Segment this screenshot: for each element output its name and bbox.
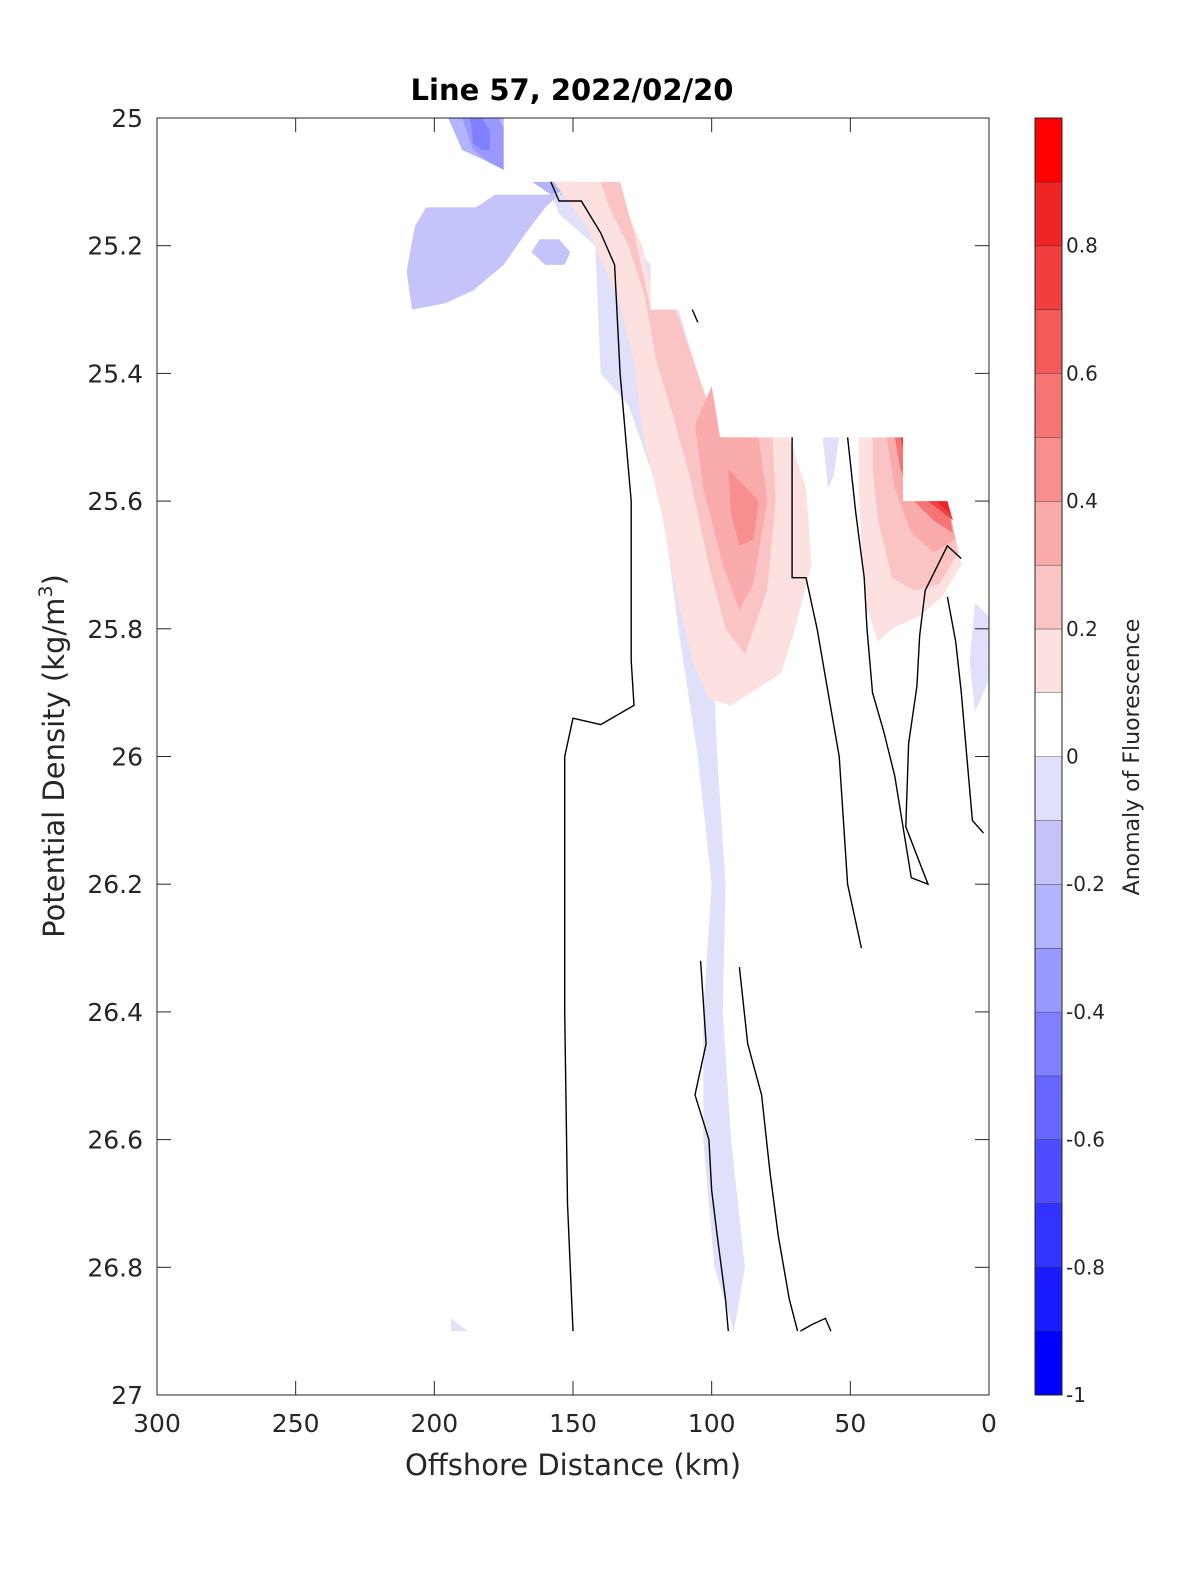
colorbar-swatch xyxy=(1035,884,1062,949)
colorbar-tick-label: -0.4 xyxy=(1066,1000,1105,1024)
colorbar-swatch xyxy=(1035,564,1062,629)
y-axis-label-main: Potential Density (kg/m xyxy=(37,598,71,938)
contour-fill-negative-3 xyxy=(420,118,532,176)
contour-fills xyxy=(157,118,989,1332)
zero-contour-3 xyxy=(946,596,985,834)
y-tick-label: 26.4 xyxy=(87,998,143,1027)
colorbar-tick-label: -0.2 xyxy=(1066,872,1105,896)
colorbar-swatch xyxy=(1035,1075,1062,1140)
colorbar-tick-label: -0.8 xyxy=(1066,1255,1105,1279)
colorbar-ticks: -1 -0.8 -0.6 -0.4 -0.2 0 0.2 0.4 0.6 0.8 xyxy=(1066,234,1105,1407)
colorbar-tick-label: 0.4 xyxy=(1066,489,1098,513)
x-tick-label: 0 xyxy=(981,1409,997,1438)
colorbar-swatch xyxy=(1035,373,1062,438)
y-tick-label: 26 xyxy=(111,743,143,772)
zero-contour-6 xyxy=(800,1317,832,1332)
y-tick-label: 26.2 xyxy=(87,870,143,899)
contour-fill-negative-spot-0 xyxy=(531,239,571,265)
colorbar-swatch xyxy=(1035,820,1062,885)
x-tick-label: 200 xyxy=(410,1409,458,1438)
colorbar-swatch xyxy=(1035,948,1062,1012)
colorbar-swatch xyxy=(1035,756,1062,821)
contour-fill-negative-spot-2 xyxy=(969,603,989,712)
colorbar-tick-label: 0.6 xyxy=(1066,361,1098,385)
no-data-mask xyxy=(157,118,989,502)
zero-contour-7 xyxy=(691,309,699,323)
x-tick-label: 250 xyxy=(272,1409,320,1438)
colorbar-swatch xyxy=(1035,1267,1062,1332)
colorbar-frame xyxy=(1034,117,1063,1396)
y-tick-label: 25 xyxy=(111,104,143,133)
contour-fill-negative-spot-3 xyxy=(451,1318,468,1332)
colorbar: -1 -0.8 -0.6 -0.4 -0.2 0 0.2 0.4 0.6 0.8 Anomaly … xyxy=(1034,117,1145,1407)
y-tick-label: 25.2 xyxy=(87,232,143,261)
y-axis-label-end: ) xyxy=(37,574,71,585)
colorbar-tick-label: 0 xyxy=(1066,745,1079,769)
y-tick-label: 26.6 xyxy=(87,1126,143,1155)
zero-contour-1 xyxy=(791,437,863,949)
y-axis-label: Potential Density (kg/m3) xyxy=(35,574,71,938)
x-axis-label: Offshore Distance (km) xyxy=(405,1448,741,1482)
y-tick-label: 25.4 xyxy=(87,359,143,388)
x-tick-label: 50 xyxy=(834,1409,866,1438)
y-axis-label-sup: 3 xyxy=(35,585,57,597)
colorbar-label: Anomaly of Fluorescence xyxy=(1120,619,1145,896)
colorbar-swatch xyxy=(1035,437,1062,502)
colorbar-swatch xyxy=(1035,1139,1062,1204)
contour-fill-positive-6 xyxy=(728,469,759,546)
contour-fill-negative-4 xyxy=(448,118,490,150)
y-axis-ticks: 25 25.2 25.4 25.6 25.8 26 26.2 26.4 26.6 26.8 27 xyxy=(87,104,989,1410)
colorbar-tick-label: 0.2 xyxy=(1066,617,1098,641)
colorbar-swatch xyxy=(1035,1331,1062,1395)
zero-contour-lines xyxy=(550,181,985,1332)
y-tick-label: 27 xyxy=(111,1381,143,1410)
x-tick-label: 150 xyxy=(549,1409,597,1438)
zero-contour-2 xyxy=(846,437,962,886)
x-axis-ticks: 300 250 200 150 100 50 0 xyxy=(133,118,997,1438)
colorbar-swatch xyxy=(1035,1203,1062,1268)
zero-contour-4 xyxy=(694,960,729,1332)
colorbar-tick-label: -1 xyxy=(1066,1383,1086,1407)
colorbar-swatch xyxy=(1035,501,1062,565)
y-tick-label: 26.8 xyxy=(87,1253,143,1282)
x-tick-label: 100 xyxy=(688,1409,736,1438)
plot-area: 300 250 200 150 100 50 0 2525.225.425.625.8262… xyxy=(87,104,997,1438)
x-tick-label: 300 xyxy=(133,1409,181,1438)
colorbar-swatch xyxy=(1035,1011,1062,1076)
colorbar-swatch xyxy=(1035,628,1062,693)
colorbar-swatch xyxy=(1035,309,1062,374)
colorbar-swatches xyxy=(1035,117,1062,1395)
colorbar-swatch xyxy=(1035,118,1062,182)
y-tick-label: 25.8 xyxy=(87,615,143,644)
colorbar-swatch xyxy=(1035,245,1062,310)
zero-contour-5 xyxy=(738,967,799,1332)
colorbar-tick-label: -0.6 xyxy=(1066,1128,1105,1152)
colorbar-swatch xyxy=(1035,181,1062,246)
chart-title: Line 57, 2022/02/20 xyxy=(411,73,734,107)
zero-contour-0 xyxy=(550,181,635,1332)
colorbar-tick-label: 0.8 xyxy=(1066,234,1098,258)
y-tick-label: 25.6 xyxy=(87,487,143,516)
contour-fill-negative-spot-1 xyxy=(822,437,840,489)
colorbar-swatch xyxy=(1035,692,1062,757)
